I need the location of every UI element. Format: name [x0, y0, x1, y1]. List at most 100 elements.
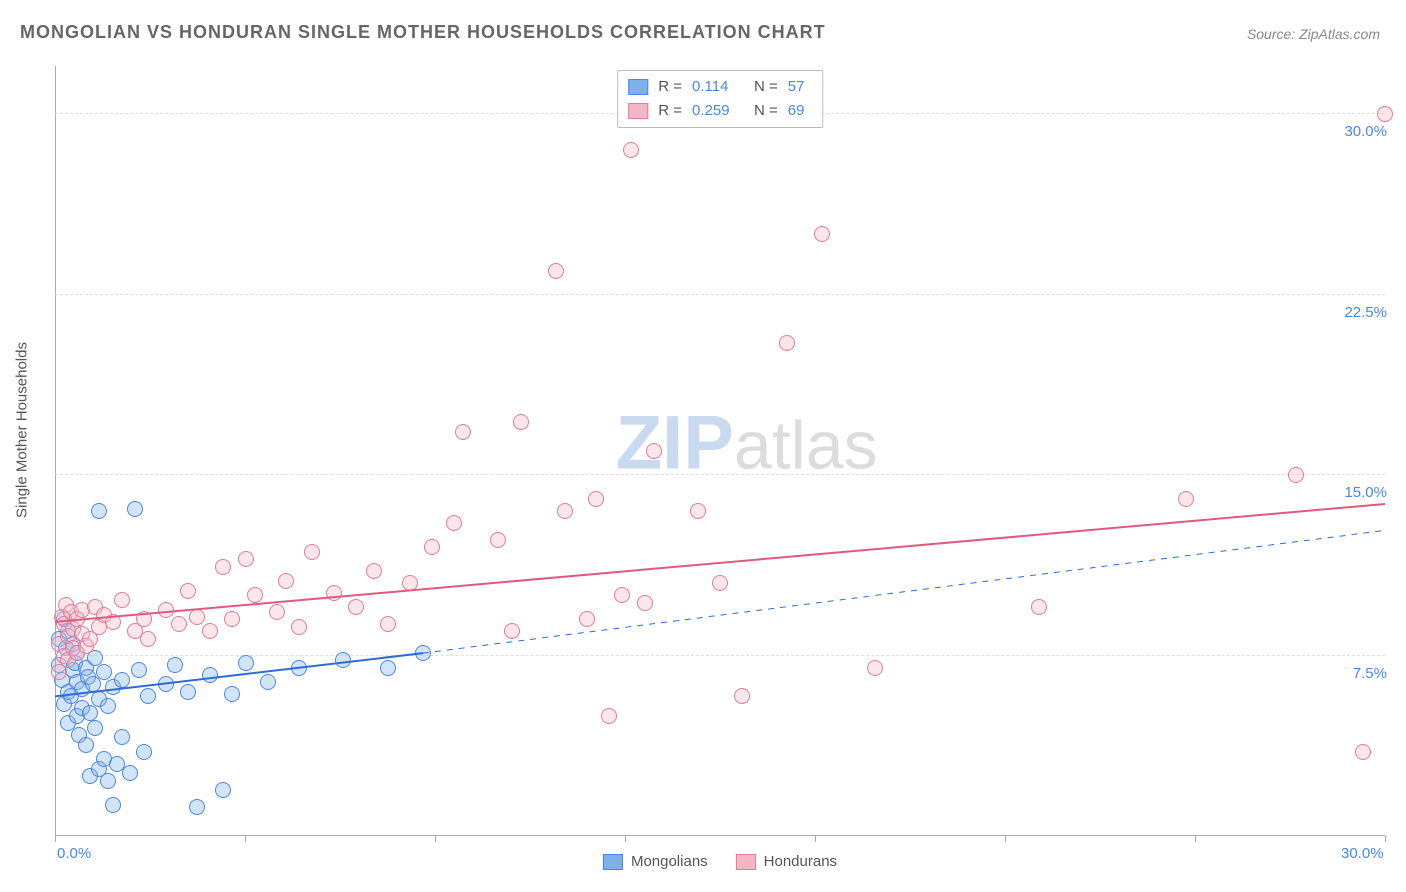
legend-item-hondurans: Hondurans: [736, 853, 837, 870]
data-point: [114, 729, 130, 745]
n-label: N =: [754, 99, 778, 123]
data-point: [91, 503, 107, 519]
swatch-mongolians-icon: [628, 79, 648, 95]
gridline: [55, 655, 1385, 656]
data-point: [96, 664, 112, 680]
source-name: ZipAtlas.com: [1299, 26, 1380, 42]
chart-title: MONGOLIAN VS HONDURAN SINGLE MOTHER HOUS…: [20, 22, 826, 43]
swatch-hondurans-icon: [628, 103, 648, 119]
data-point: [614, 587, 630, 603]
data-point: [140, 688, 156, 704]
data-point: [131, 662, 147, 678]
swatch-hondurans-icon: [736, 854, 756, 870]
data-point: [734, 688, 750, 704]
data-point: [136, 611, 152, 627]
data-point: [202, 623, 218, 639]
data-point: [260, 674, 276, 690]
data-point: [247, 587, 263, 603]
data-point: [215, 782, 231, 798]
x-tick-label: 30.0%: [1341, 845, 1384, 862]
x-tick: [245, 836, 246, 842]
data-point: [171, 616, 187, 632]
data-point: [100, 698, 116, 714]
data-point: [402, 575, 418, 591]
y-axis-label: Single Mother Households: [14, 342, 31, 518]
y-tick-label: 30.0%: [1344, 123, 1387, 140]
data-point: [114, 672, 130, 688]
data-point: [180, 684, 196, 700]
r-value-hondurans: 0.259: [692, 99, 744, 123]
data-point: [105, 614, 121, 630]
data-point: [224, 686, 240, 702]
data-point: [238, 655, 254, 671]
data-point: [122, 765, 138, 781]
data-point: [1288, 467, 1304, 483]
plot-frame: [55, 66, 1385, 836]
data-point: [779, 335, 795, 351]
x-tick: [815, 836, 816, 842]
chart-container: MONGOLIAN VS HONDURAN SINGLE MOTHER HOUS…: [0, 0, 1406, 892]
n-label: N =: [754, 75, 778, 99]
gridline: [55, 474, 1385, 475]
data-point: [1031, 599, 1047, 615]
y-tick-label: 15.0%: [1344, 484, 1387, 501]
swatch-mongolians-icon: [603, 854, 623, 870]
data-point: [814, 226, 830, 242]
data-point: [446, 515, 462, 531]
data-point: [579, 611, 595, 627]
data-point: [646, 443, 662, 459]
y-tick-label: 22.5%: [1344, 304, 1387, 321]
data-point: [712, 575, 728, 591]
r-label: R =: [658, 75, 682, 99]
data-point: [180, 583, 196, 599]
y-tick-label: 7.5%: [1353, 665, 1387, 682]
data-point: [366, 563, 382, 579]
data-point: [326, 585, 342, 601]
data-point: [504, 623, 520, 639]
data-point: [1178, 491, 1194, 507]
data-point: [548, 263, 564, 279]
data-point: [140, 631, 156, 647]
data-point: [690, 503, 706, 519]
x-tick: [55, 836, 56, 842]
correlation-legend: R = 0.114 N = 57 R = 0.259 N = 69: [617, 70, 823, 128]
x-tick-label: 0.0%: [57, 845, 91, 862]
data-point: [127, 501, 143, 517]
data-point: [380, 616, 396, 632]
data-point: [348, 599, 364, 615]
series-legend: Mongolians Hondurans: [603, 853, 837, 870]
data-point: [189, 799, 205, 815]
data-point: [304, 544, 320, 560]
data-point: [202, 667, 218, 683]
data-point: [415, 645, 431, 661]
data-point: [513, 414, 529, 430]
r-label: R =: [658, 99, 682, 123]
data-point: [158, 602, 174, 618]
x-tick: [1195, 836, 1196, 842]
data-point: [87, 720, 103, 736]
data-point: [601, 708, 617, 724]
data-point: [215, 559, 231, 575]
data-point: [335, 652, 351, 668]
source-label: Source:: [1247, 26, 1295, 42]
legend-row-mongolians: R = 0.114 N = 57: [628, 75, 812, 99]
data-point: [136, 744, 152, 760]
data-point: [588, 491, 604, 507]
data-point: [114, 592, 130, 608]
data-point: [238, 551, 254, 567]
n-value-hondurans: 69: [788, 99, 812, 123]
data-point: [224, 611, 240, 627]
data-point: [490, 532, 506, 548]
legend-item-mongolians: Mongolians: [603, 853, 708, 870]
data-point: [189, 609, 205, 625]
plot-area: ZIPatlas R = 0.114 N = 57 R = 0.259 N = …: [55, 66, 1385, 836]
data-point: [623, 142, 639, 158]
r-value-mongolians: 0.114: [692, 75, 744, 99]
data-point: [867, 660, 883, 676]
legend-label-hondurans: Hondurans: [764, 853, 837, 870]
data-point: [291, 660, 307, 676]
data-point: [158, 676, 174, 692]
x-tick: [435, 836, 436, 842]
data-point: [455, 424, 471, 440]
legend-row-hondurans: R = 0.259 N = 69: [628, 99, 812, 123]
